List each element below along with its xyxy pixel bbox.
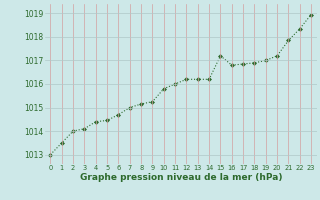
X-axis label: Graphe pression niveau de la mer (hPa): Graphe pression niveau de la mer (hPa) xyxy=(80,173,282,182)
